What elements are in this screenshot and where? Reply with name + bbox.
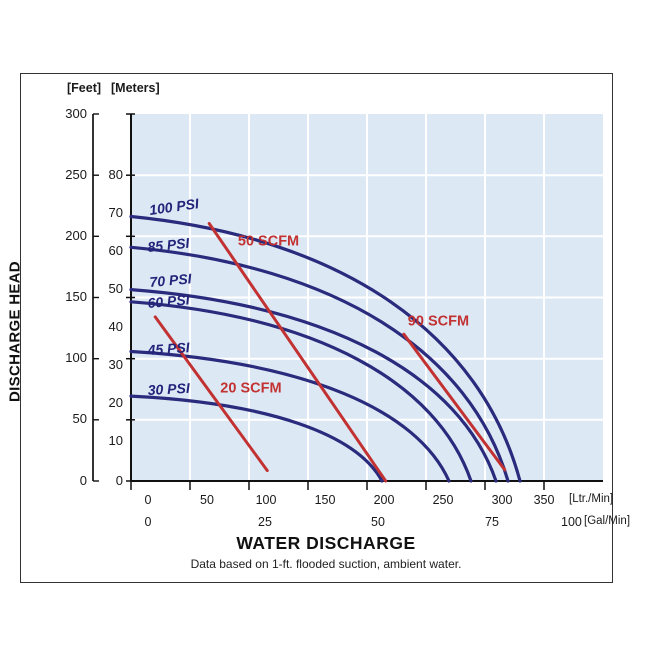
svg-text:30 PSI: 30 PSI [147,380,191,398]
svg-text:90 SCFM: 90 SCFM [408,314,469,330]
svg-text:20 SCFM: 20 SCFM [220,381,281,397]
svg-text:50 SCFM: 50 SCFM [238,233,299,249]
svg-text:45 PSI: 45 PSI [146,339,191,358]
